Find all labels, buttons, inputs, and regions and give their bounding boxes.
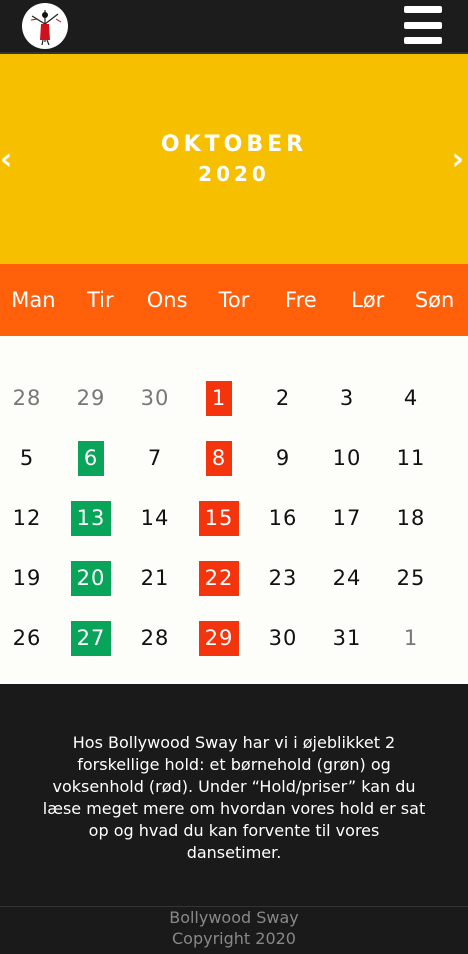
calendar-day-number: 15 bbox=[198, 500, 240, 536]
footer-brand: Bollywood Sway bbox=[169, 908, 299, 927]
calendar-day[interactable]: 10 bbox=[317, 438, 377, 478]
weekday-label: Søn bbox=[414, 288, 455, 312]
calendar-day[interactable]: 7 bbox=[125, 438, 185, 478]
weekday-label: Ons bbox=[146, 288, 188, 312]
month-year: 2020 bbox=[198, 162, 270, 186]
calendar-day-number: 26 bbox=[12, 625, 42, 650]
calendar-day-number: 30 bbox=[140, 385, 170, 410]
calendar-day-number: 16 bbox=[268, 505, 298, 530]
calendar-days: 28 29 30 1 2 3 4 5 6 7 8 9 10 11 12 13 14 15 16 17 18 19 20 21 2… bbox=[0, 336, 468, 684]
calendar-day-number: 6 bbox=[77, 440, 105, 476]
calendar-day-number: 31 bbox=[332, 625, 362, 650]
calendar-day[interactable]: 1 bbox=[189, 378, 249, 418]
calendar-day[interactable]: 20 bbox=[61, 558, 121, 598]
calendar-day[interactable]: 15 bbox=[189, 498, 249, 538]
calendar-day[interactable]: 28 bbox=[0, 378, 57, 418]
weekday-bar: Man Tir Ons Tor Fre Lør Søn bbox=[0, 264, 468, 336]
calendar-day-number: 5 bbox=[19, 445, 35, 470]
calendar-day[interactable]: 13 bbox=[61, 498, 121, 538]
calendar-day[interactable]: 18 bbox=[381, 498, 441, 538]
weekday-label: Fre bbox=[285, 288, 317, 312]
calendar-day-number: 9 bbox=[275, 445, 291, 470]
menu-line bbox=[404, 6, 442, 13]
calendar-day[interactable]: 19 bbox=[0, 558, 57, 598]
calendar-day[interactable]: 6 bbox=[61, 438, 121, 478]
calendar-day[interactable]: 27 bbox=[61, 618, 121, 658]
calendar-day[interactable]: 22 bbox=[189, 558, 249, 598]
calendar-day-number: 8 bbox=[205, 440, 233, 476]
calendar-day[interactable]: 14 bbox=[125, 498, 185, 538]
calendar-day-number: 1 bbox=[403, 625, 419, 650]
calendar-day-number: 27 bbox=[70, 620, 112, 656]
weekday-label: Tor bbox=[218, 288, 250, 312]
calendar-day[interactable]: 2 bbox=[253, 378, 313, 418]
calendar-day-number: 7 bbox=[147, 445, 163, 470]
calendar-day[interactable]: 8 bbox=[189, 438, 249, 478]
calendar-day-number: 28 bbox=[12, 385, 42, 410]
calendar-day-number: 20 bbox=[70, 560, 112, 596]
next-month-button[interactable]: › bbox=[451, 142, 464, 177]
calendar-day-number: 4 bbox=[403, 385, 419, 410]
calendar-day-number: 24 bbox=[332, 565, 362, 590]
calendar-day-number: 13 bbox=[70, 500, 112, 536]
calendar-day[interactable]: 26 bbox=[0, 618, 57, 658]
month-name: OKTOBER bbox=[160, 132, 308, 157]
footer: Bollywood Sway Copyright 2020 bbox=[0, 906, 468, 954]
calendar-day-number: 11 bbox=[396, 445, 426, 470]
menu-line bbox=[404, 21, 442, 29]
dancer-logo[interactable] bbox=[22, 3, 68, 49]
calendar-day-number: 3 bbox=[339, 385, 355, 410]
dancer-icon bbox=[30, 10, 62, 46]
calendar-day[interactable]: 3 bbox=[317, 378, 377, 418]
calendar-day-number: 1 bbox=[205, 380, 233, 416]
calendar-day[interactable]: 16 bbox=[253, 498, 313, 538]
hamburger-menu-button[interactable] bbox=[404, 6, 442, 44]
calendar-day-number: 17 bbox=[332, 505, 362, 530]
weekday-label: Man bbox=[11, 288, 56, 312]
calendar-day[interactable]: 1 bbox=[381, 618, 441, 658]
weekday-label: Lør bbox=[351, 288, 385, 312]
month-header: ‹ OKTOBER 2020 › bbox=[0, 54, 468, 264]
calendar-day-number: 2 bbox=[275, 385, 291, 410]
calendar-day-number: 28 bbox=[140, 625, 170, 650]
calendar-day[interactable]: 4 bbox=[381, 378, 441, 418]
calendar-day[interactable]: 29 bbox=[61, 378, 121, 418]
footer-copyright: Copyright 2020 bbox=[172, 929, 296, 948]
calendar-day-number: 29 bbox=[76, 385, 106, 410]
calendar-day-number: 22 bbox=[198, 560, 240, 596]
calendar-day[interactable]: 30 bbox=[125, 378, 185, 418]
menu-line bbox=[404, 37, 442, 44]
prev-month-button[interactable]: ‹ bbox=[0, 142, 13, 177]
calendar-day[interactable]: 11 bbox=[381, 438, 441, 478]
calendar-day[interactable]: 24 bbox=[317, 558, 377, 598]
calendar-day[interactable]: 23 bbox=[253, 558, 313, 598]
calendar-day[interactable]: 21 bbox=[125, 558, 185, 598]
calendar-day[interactable]: 25 bbox=[381, 558, 441, 598]
calendar-day-number: 18 bbox=[396, 505, 426, 530]
info-section: Hos Bollywood Sway har vi i øjeblikket 2… bbox=[0, 684, 468, 906]
info-text: Hos Bollywood Sway har vi i øjeblikket 2… bbox=[42, 733, 426, 862]
calendar-day-number: 30 bbox=[268, 625, 298, 650]
calendar-day-number: 29 bbox=[198, 620, 240, 656]
calendar-day-number: 21 bbox=[140, 565, 170, 590]
calendar-day-number: 19 bbox=[12, 565, 42, 590]
calendar-day[interactable]: 9 bbox=[253, 438, 313, 478]
calendar-day-number: 23 bbox=[268, 565, 298, 590]
calendar-day[interactable]: 30 bbox=[253, 618, 313, 658]
calendar-day[interactable]: 12 bbox=[0, 498, 57, 538]
calendar-day[interactable]: 17 bbox=[317, 498, 377, 538]
calendar-day[interactable]: 31 bbox=[317, 618, 377, 658]
calendar-day[interactable]: 5 bbox=[0, 438, 57, 478]
calendar-day-number: 12 bbox=[12, 505, 42, 530]
top-bar bbox=[0, 0, 468, 54]
calendar-day-number: 10 bbox=[332, 445, 362, 470]
weekday-label: Tir bbox=[86, 288, 114, 312]
calendar-day-number: 25 bbox=[396, 565, 426, 590]
calendar-day-number: 14 bbox=[140, 505, 170, 530]
calendar-day[interactable]: 29 bbox=[189, 618, 249, 658]
calendar-day[interactable]: 28 bbox=[125, 618, 185, 658]
